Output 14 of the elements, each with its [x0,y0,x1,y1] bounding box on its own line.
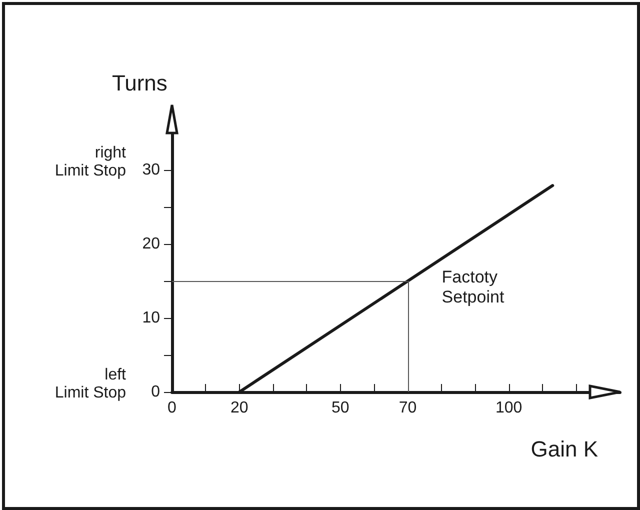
x-tick-label: 20 [230,400,248,416]
x-tick-label: 0 [168,400,177,416]
y-axis-title: Turns [112,70,168,96]
x-axis-title: Gain K [530,436,598,462]
x-tick-label: 70 [398,400,417,416]
annotation: Factoty Setpoint [442,268,504,306]
x-tick-label: 100 [495,400,522,416]
text: left Limit Stop [54,366,127,402]
text: right Limit Stop [54,144,127,180]
y-tick-label: 10 [142,310,160,326]
y-tick-label: 20 [142,236,160,252]
x-tick-label: 50 [332,400,350,416]
y-tick-label: 30 [142,162,160,178]
y-tick-label: 0 [151,384,160,400]
